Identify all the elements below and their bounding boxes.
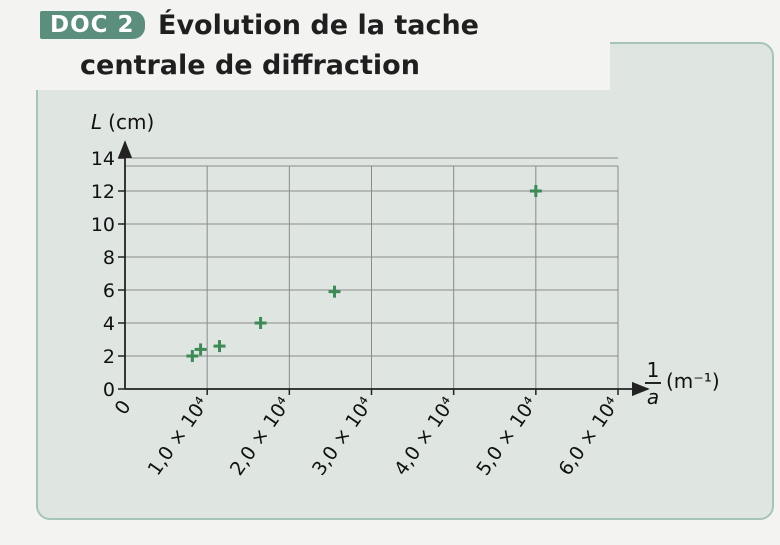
data-point xyxy=(254,317,267,329)
x-tick-label: 1,0 × 10⁴ xyxy=(144,393,214,480)
axes xyxy=(117,140,650,397)
y-tick-label: 12 xyxy=(91,181,115,203)
y-axis-title: L (cm) xyxy=(91,110,154,134)
document-panel xyxy=(36,42,774,520)
x-tick-label: 5,0 × 10⁴ xyxy=(472,393,542,480)
y-tick-label: 6 xyxy=(103,280,115,302)
data-points xyxy=(186,185,542,362)
x-tick-label: 0 xyxy=(111,396,136,419)
tick-labels: 0 2 4 6 8 10 12 14 0 1,0 × 10⁴ 2,0 × 10⁴ 3,0 × 10⁴ 4… xyxy=(91,148,624,480)
data-point xyxy=(213,340,226,353)
data-point xyxy=(529,185,542,197)
data-point xyxy=(194,343,207,356)
x-tick-label: 6,0 × 10⁴ xyxy=(554,393,624,480)
x-axis-title-denominator: a xyxy=(647,385,659,409)
grid xyxy=(125,157,619,389)
y-tick-label: 4 xyxy=(103,313,115,335)
y-tick-label: 14 xyxy=(91,148,115,170)
x-axis-title-unit: (m⁻¹) xyxy=(666,369,720,393)
x-axis-title-numerator: 1 xyxy=(647,358,660,382)
x-tick-label: 4,0 × 10⁴ xyxy=(390,393,460,480)
data-point xyxy=(328,285,341,298)
document-title: Évolution de la tache centrale de diffra… xyxy=(80,10,479,81)
y-tick-label: 10 xyxy=(91,214,115,236)
x-tick-label: 3,0 × 10⁴ xyxy=(308,393,378,480)
x-tick-label: 2,0 × 10⁴ xyxy=(226,393,296,480)
document-header: Évolution de la tache centrale de diffra… xyxy=(0,0,610,90)
data-point xyxy=(186,350,199,362)
y-tick-label: 2 xyxy=(103,346,115,368)
doc-badge: DOC 2 xyxy=(40,11,145,39)
y-tick-label: 0 xyxy=(103,379,115,401)
y-tick-label: 8 xyxy=(103,247,115,269)
